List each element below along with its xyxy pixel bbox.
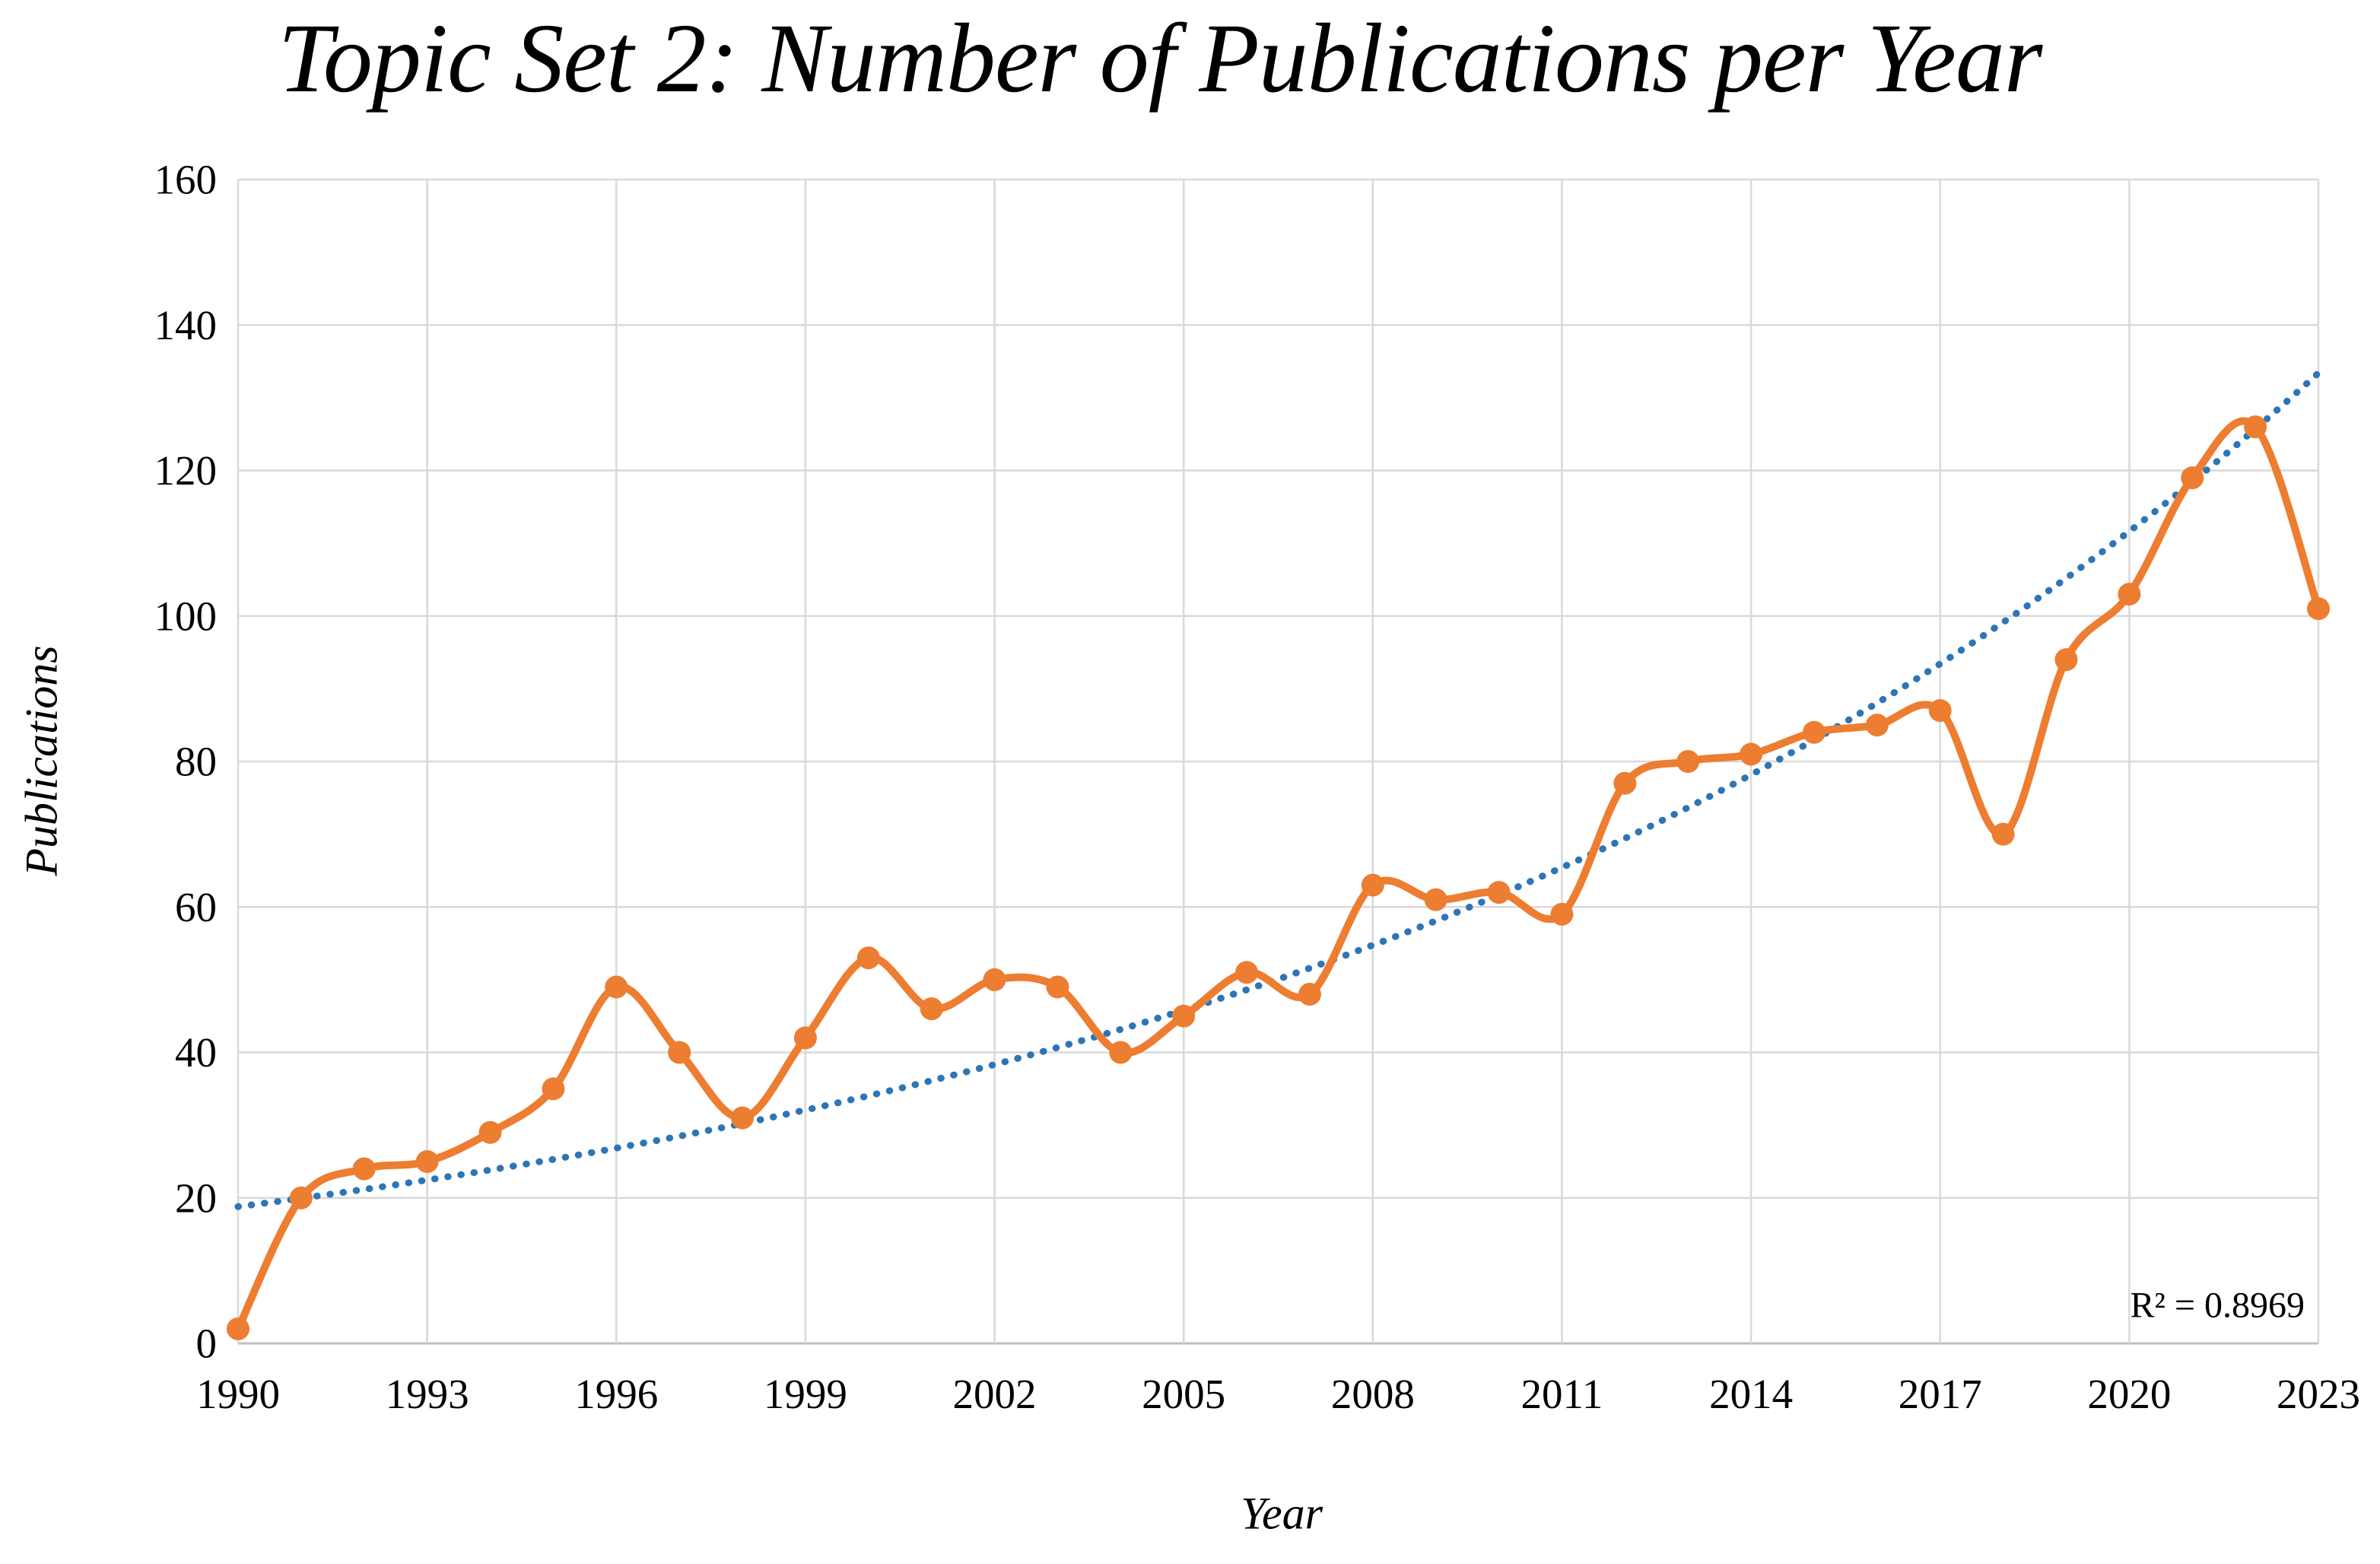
chart-title: Topic Set 2: Number of Publications per … xyxy=(278,4,2043,113)
y-tick-label: 120 xyxy=(154,447,218,494)
data-point-2023 xyxy=(2307,597,2330,621)
trendline-dotted xyxy=(234,369,2322,1210)
data-point-2007 xyxy=(1298,983,1321,1006)
data-point-2001 xyxy=(920,997,943,1021)
data-point-1999 xyxy=(793,1026,817,1050)
x-tick-label: 1990 xyxy=(196,1371,280,1417)
data-point-2019 xyxy=(2054,648,2078,672)
data-point-2005 xyxy=(1172,1004,1196,1028)
x-tick-label: 2017 xyxy=(1899,1371,1982,1417)
x-tick-label: 2011 xyxy=(1520,1371,1603,1417)
data-point-1995 xyxy=(542,1077,565,1101)
data-point-2015 xyxy=(1802,720,1826,744)
x-tick-label: 1999 xyxy=(764,1371,847,1417)
y-tick-label: 140 xyxy=(154,302,218,348)
x-tick-label: 2002 xyxy=(953,1371,1037,1417)
data-point-2013 xyxy=(1676,750,1700,773)
data-point-2003 xyxy=(1046,975,1069,999)
y-tick-label: 20 xyxy=(175,1175,217,1221)
data-point-2006 xyxy=(1235,961,1259,984)
x-axis-title: Year xyxy=(1241,1488,1323,1539)
data-point-2010 xyxy=(1487,881,1511,904)
x-tick-label: 1993 xyxy=(386,1371,469,1417)
x-tick-label: 2020 xyxy=(2087,1371,2171,1417)
y-tick-label: 160 xyxy=(154,157,218,203)
data-point-1994 xyxy=(478,1121,502,1144)
data-point-1996 xyxy=(605,975,628,999)
data-point-2011 xyxy=(1550,902,1574,926)
data-point-2000 xyxy=(856,946,880,970)
data-point-1997 xyxy=(668,1041,691,1064)
data-point-2002 xyxy=(983,968,1006,991)
data-point-2022 xyxy=(2244,415,2267,439)
x-tick-label: 2005 xyxy=(1142,1371,1225,1417)
data-point-2020 xyxy=(2118,583,2141,606)
data-point-2021 xyxy=(2181,466,2204,490)
data-point-2014 xyxy=(1740,742,1763,766)
x-tick-label: 1996 xyxy=(574,1371,658,1417)
data-point-2018 xyxy=(1991,822,2015,846)
y-tick-label: 80 xyxy=(175,739,217,785)
data-point-2009 xyxy=(1424,888,1447,911)
series-line-publications xyxy=(234,417,2322,1333)
data-point-1992 xyxy=(352,1157,376,1181)
data-point-2004 xyxy=(1109,1041,1133,1064)
r-squared-label: R² = 0.8969 xyxy=(2130,1285,2305,1326)
x-tick-label: 2023 xyxy=(2277,1371,2360,1417)
y-tick-label: 60 xyxy=(175,884,217,930)
data-point-2012 xyxy=(1613,771,1637,795)
x-tick-label: 2008 xyxy=(1331,1371,1415,1417)
y-tick-label: 40 xyxy=(175,1029,217,1076)
data-point-2008 xyxy=(1361,873,1384,897)
y-tick-label: 100 xyxy=(154,593,218,639)
data-point-1998 xyxy=(731,1106,755,1130)
x-tick-label: 2014 xyxy=(1709,1371,1793,1417)
y-tick-label: 0 xyxy=(196,1321,218,1367)
data-point-1990 xyxy=(227,1317,249,1340)
data-point-1991 xyxy=(289,1186,313,1210)
data-point-2016 xyxy=(1865,714,1889,737)
data-point-1993 xyxy=(415,1149,439,1173)
data-point-2017 xyxy=(1928,699,1952,723)
